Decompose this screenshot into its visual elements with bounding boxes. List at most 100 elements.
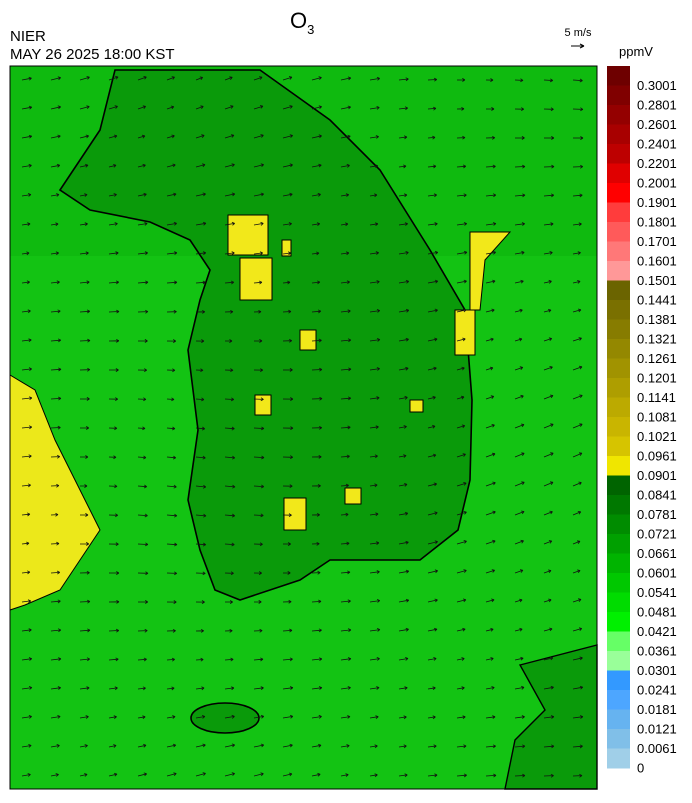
wind-arrow [456, 222, 468, 226]
colorbar-label: 0.2401 [637, 137, 677, 152]
wind-arrow [253, 542, 263, 547]
wind-arrow [253, 686, 264, 691]
wind-arrow [485, 481, 496, 487]
wind-arrow [253, 772, 264, 777]
wind-arrow [137, 105, 147, 110]
wind-arrow [109, 571, 120, 575]
wind-arrow [398, 222, 408, 226]
wind-arrow [137, 571, 149, 576]
wind-arrow [369, 367, 380, 371]
wind-arrow [485, 510, 496, 516]
wind-arrow [166, 772, 177, 777]
wind-arrow [195, 542, 207, 547]
wind-arrow [137, 484, 148, 489]
wind-arrow [282, 280, 291, 285]
map-frame [9, 65, 598, 790]
wind-arrow [311, 251, 320, 256]
colorbar-segment [607, 124, 630, 145]
wind-arrow [427, 279, 439, 284]
wind-arrow [21, 105, 33, 110]
wind-arrow [311, 657, 323, 662]
wind-arrow [427, 627, 438, 632]
wind-arrow [166, 280, 178, 285]
wind-arrow [485, 715, 496, 719]
wind-arrow [253, 714, 265, 719]
wind-arrow [282, 772, 293, 777]
wind-arrow [224, 714, 235, 719]
wind-arrow [282, 338, 293, 343]
wind-arrow [514, 539, 524, 545]
wind-arrow [282, 163, 293, 168]
wind-arrow [79, 744, 88, 748]
wind-arrow [427, 773, 438, 778]
wind-arrow [195, 221, 207, 226]
colorbar-segment [607, 670, 630, 691]
colorbar-segment [607, 514, 630, 535]
colorbar-segment [607, 534, 630, 554]
colorbar-segment [607, 241, 630, 262]
wind-arrow [195, 163, 206, 168]
colorbar-segment [607, 631, 630, 652]
wind-arrow [485, 164, 496, 169]
wind-arrow [224, 455, 236, 460]
wind-arrow [340, 309, 351, 314]
wind-arrow [166, 134, 175, 139]
wind-arrow [108, 426, 118, 431]
wind-arrow [340, 367, 352, 372]
wind-arrow [572, 78, 583, 83]
wind-arrow [456, 337, 466, 342]
wind-arrow [485, 222, 497, 226]
wind-arrow [427, 106, 437, 111]
wind-arrow [79, 367, 91, 372]
wind-arrow [253, 221, 264, 226]
wind-arrow [225, 339, 233, 343]
wind-arrow [166, 715, 176, 719]
wind-arrow [369, 425, 379, 430]
wind-arrow [282, 368, 293, 372]
wind-arrow [572, 193, 583, 198]
wind-arrow [137, 657, 147, 662]
wind-arrows [21, 75, 584, 778]
map-area [9, 65, 598, 790]
wind-arrow [282, 134, 293, 139]
wind-arrow [224, 686, 235, 691]
wind-arrow [340, 715, 351, 719]
wind-arrow [456, 135, 466, 140]
wind-arrow [485, 366, 494, 371]
colorbar-label: 0.0601 [637, 566, 677, 581]
wind-arrow [398, 337, 409, 342]
wind-arrow [340, 454, 350, 459]
wind-arrow [340, 512, 349, 517]
wind-arrow [108, 164, 117, 168]
wind-arrow [398, 773, 408, 778]
wind-arrow [21, 280, 30, 285]
wind-arrow [21, 715, 32, 719]
wind-arrow [514, 598, 523, 603]
wind-arrow [543, 715, 555, 719]
colorbar-segment [607, 66, 630, 86]
wind-arrow [50, 686, 61, 690]
wind-arrow [398, 744, 407, 749]
wind-arrow [572, 394, 583, 400]
wind-arrow [543, 656, 554, 661]
wind-arrow [311, 163, 322, 168]
wind-arrow [572, 685, 584, 690]
wind-arrow [514, 78, 524, 83]
wind-arrow [224, 571, 234, 576]
wind-arrow [166, 76, 175, 81]
wind-arrow [50, 483, 60, 488]
wind-arrow [427, 193, 437, 198]
colorbar-segment [607, 495, 630, 515]
wind-arrow [514, 627, 523, 632]
wind-arrow [79, 222, 88, 227]
wind-arrow [456, 308, 467, 313]
wind-arrow [137, 251, 148, 256]
wind-arrow [137, 368, 148, 373]
wind-arrow [195, 426, 206, 431]
wind-arrow [282, 397, 294, 401]
wind-arrow [50, 396, 62, 401]
wind-arrow [79, 309, 91, 314]
wind-arrow [137, 513, 148, 518]
wind-arrow [311, 686, 323, 690]
wind-arrow [398, 77, 409, 82]
